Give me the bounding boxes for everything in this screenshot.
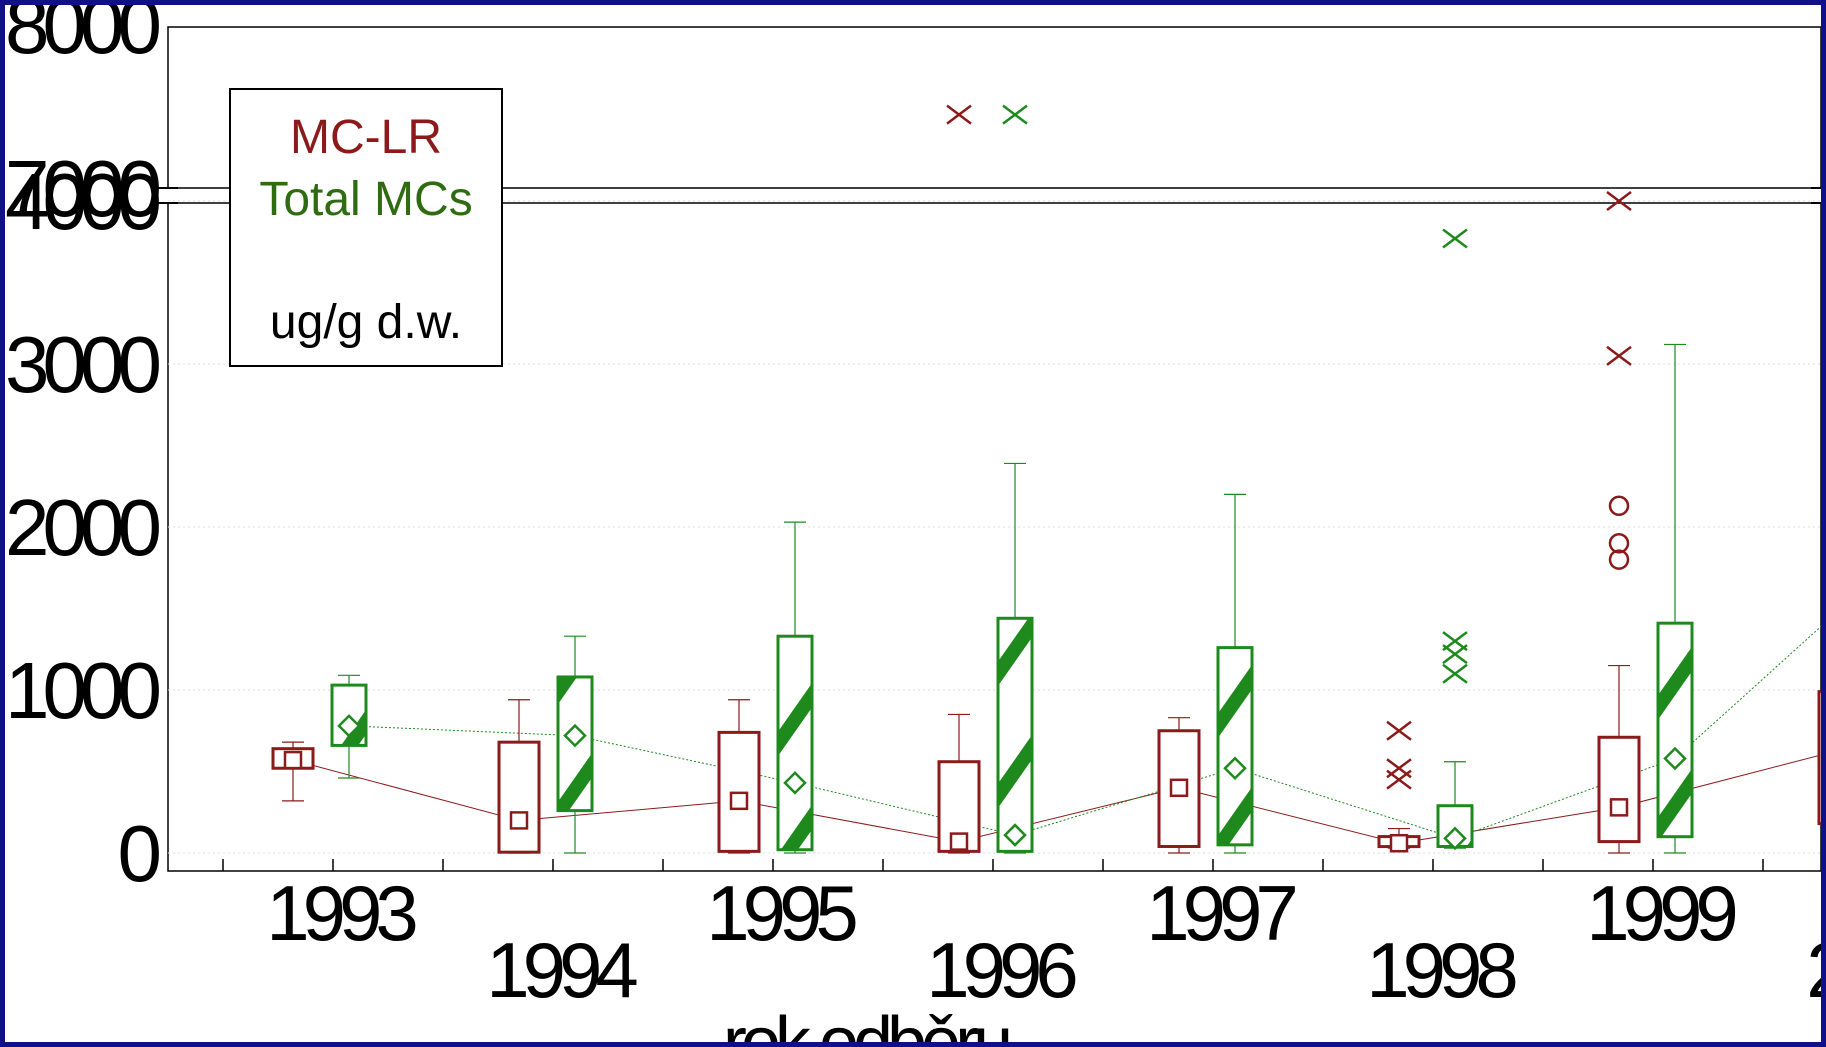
- box-body: [776, 634, 814, 852]
- box-mc-lr-1994: [497, 699, 541, 854]
- y-tick-label: 8000: [5, 5, 159, 70]
- outlier-x: [946, 104, 972, 125]
- box-mc-lr-1995: [717, 699, 761, 854]
- axes: [158, 187, 1821, 871]
- y-tick-label: 0: [118, 809, 160, 898]
- x-tick-label: 1993: [266, 869, 415, 957]
- box-total-mcs-1993: [330, 674, 368, 779]
- mean-marker: [729, 791, 749, 811]
- mean-marker: [283, 750, 303, 770]
- box-total-mcs-1999: [1656, 343, 1694, 854]
- outlier-x: [1606, 345, 1632, 366]
- box-body: [1157, 729, 1201, 848]
- outlier-x: [1606, 191, 1632, 211]
- mean-marker: [949, 832, 969, 851]
- box-mc-lr-1993: [271, 741, 315, 802]
- mean-marker: [1223, 756, 1247, 781]
- x-tick-label: 2000: [1806, 926, 1821, 1014]
- y-tick-label: 2000: [5, 483, 159, 572]
- legend-item-total-mcs: Total MCs: [259, 173, 472, 226]
- outlier-x: [1442, 228, 1468, 249]
- x-tick-label: 1994: [486, 926, 637, 1014]
- x-tick-label: 1999: [1586, 869, 1735, 957]
- box-mc-lr-1997: [1157, 717, 1201, 854]
- x-axis-label: rok odběru: [723, 1003, 1009, 1042]
- outlier-x: [1386, 720, 1412, 741]
- mean-marker: [783, 771, 807, 795]
- mean-marker: [1443, 826, 1467, 851]
- box-total-mcs-1994: [556, 635, 594, 854]
- box-body: [996, 616, 1034, 853]
- mean-marker: [1663, 746, 1687, 771]
- box-body: [1216, 646, 1254, 847]
- box-total-mcs-1997: [1216, 493, 1254, 854]
- box-mc-lr-1996: [937, 104, 981, 854]
- x-tick-label: 1995: [706, 869, 856, 957]
- x-tick-labels: 1993199419951996199719981999200020012002…: [266, 869, 1821, 1014]
- legend-item-mc-lr: MC-LR: [290, 111, 442, 164]
- box-mc-lr-2000: [1817, 690, 1821, 826]
- mean-marker: [1389, 833, 1409, 853]
- box-mc-lr-1999: [1597, 191, 1641, 854]
- outlier-circle: [1608, 533, 1630, 554]
- box-mc-lr-1998: [1377, 720, 1421, 853]
- x-tick-label: 1997: [1146, 869, 1295, 957]
- mean-marker: [1609, 798, 1629, 817]
- y-tick-label: 7000: [5, 144, 159, 233]
- outlier-x: [1442, 663, 1468, 684]
- legend: MC-LR Total MCs ug/g d.w.: [229, 88, 503, 367]
- y-tick-label: 3000: [5, 320, 159, 409]
- box-body: [1597, 735, 1641, 844]
- box-total-mcs-1995: [776, 521, 814, 854]
- box-total-mcs-1996: [996, 104, 1034, 854]
- mean-marker: [1169, 778, 1189, 798]
- x-tick-label: 1996: [926, 926, 1075, 1014]
- x-tick-label: 1998: [1366, 926, 1515, 1014]
- legend-box: [229, 88, 503, 367]
- mean-marker: [1003, 823, 1027, 847]
- box-body: [1817, 690, 1821, 826]
- y-tick-label: 4000: [5, 157, 159, 246]
- mean-marker: [509, 811, 529, 830]
- outlier-circle: [1608, 495, 1630, 517]
- box-body: [497, 740, 541, 854]
- legend-unit: ug/g d.w.: [270, 296, 462, 349]
- mean-marker: [337, 714, 361, 738]
- box-body: [1656, 621, 1694, 839]
- box-series: [271, 104, 1821, 854]
- outlier-circle: [1608, 549, 1630, 570]
- box-body: [1436, 804, 1474, 848]
- y-tick-label: 1000: [5, 646, 159, 735]
- outlier-x: [1386, 758, 1412, 779]
- mean-marker: [563, 723, 587, 748]
- box-total-mcs-1998: [1436, 228, 1474, 851]
- outlier-x: [1002, 104, 1028, 125]
- outlier-x: [1442, 631, 1468, 652]
